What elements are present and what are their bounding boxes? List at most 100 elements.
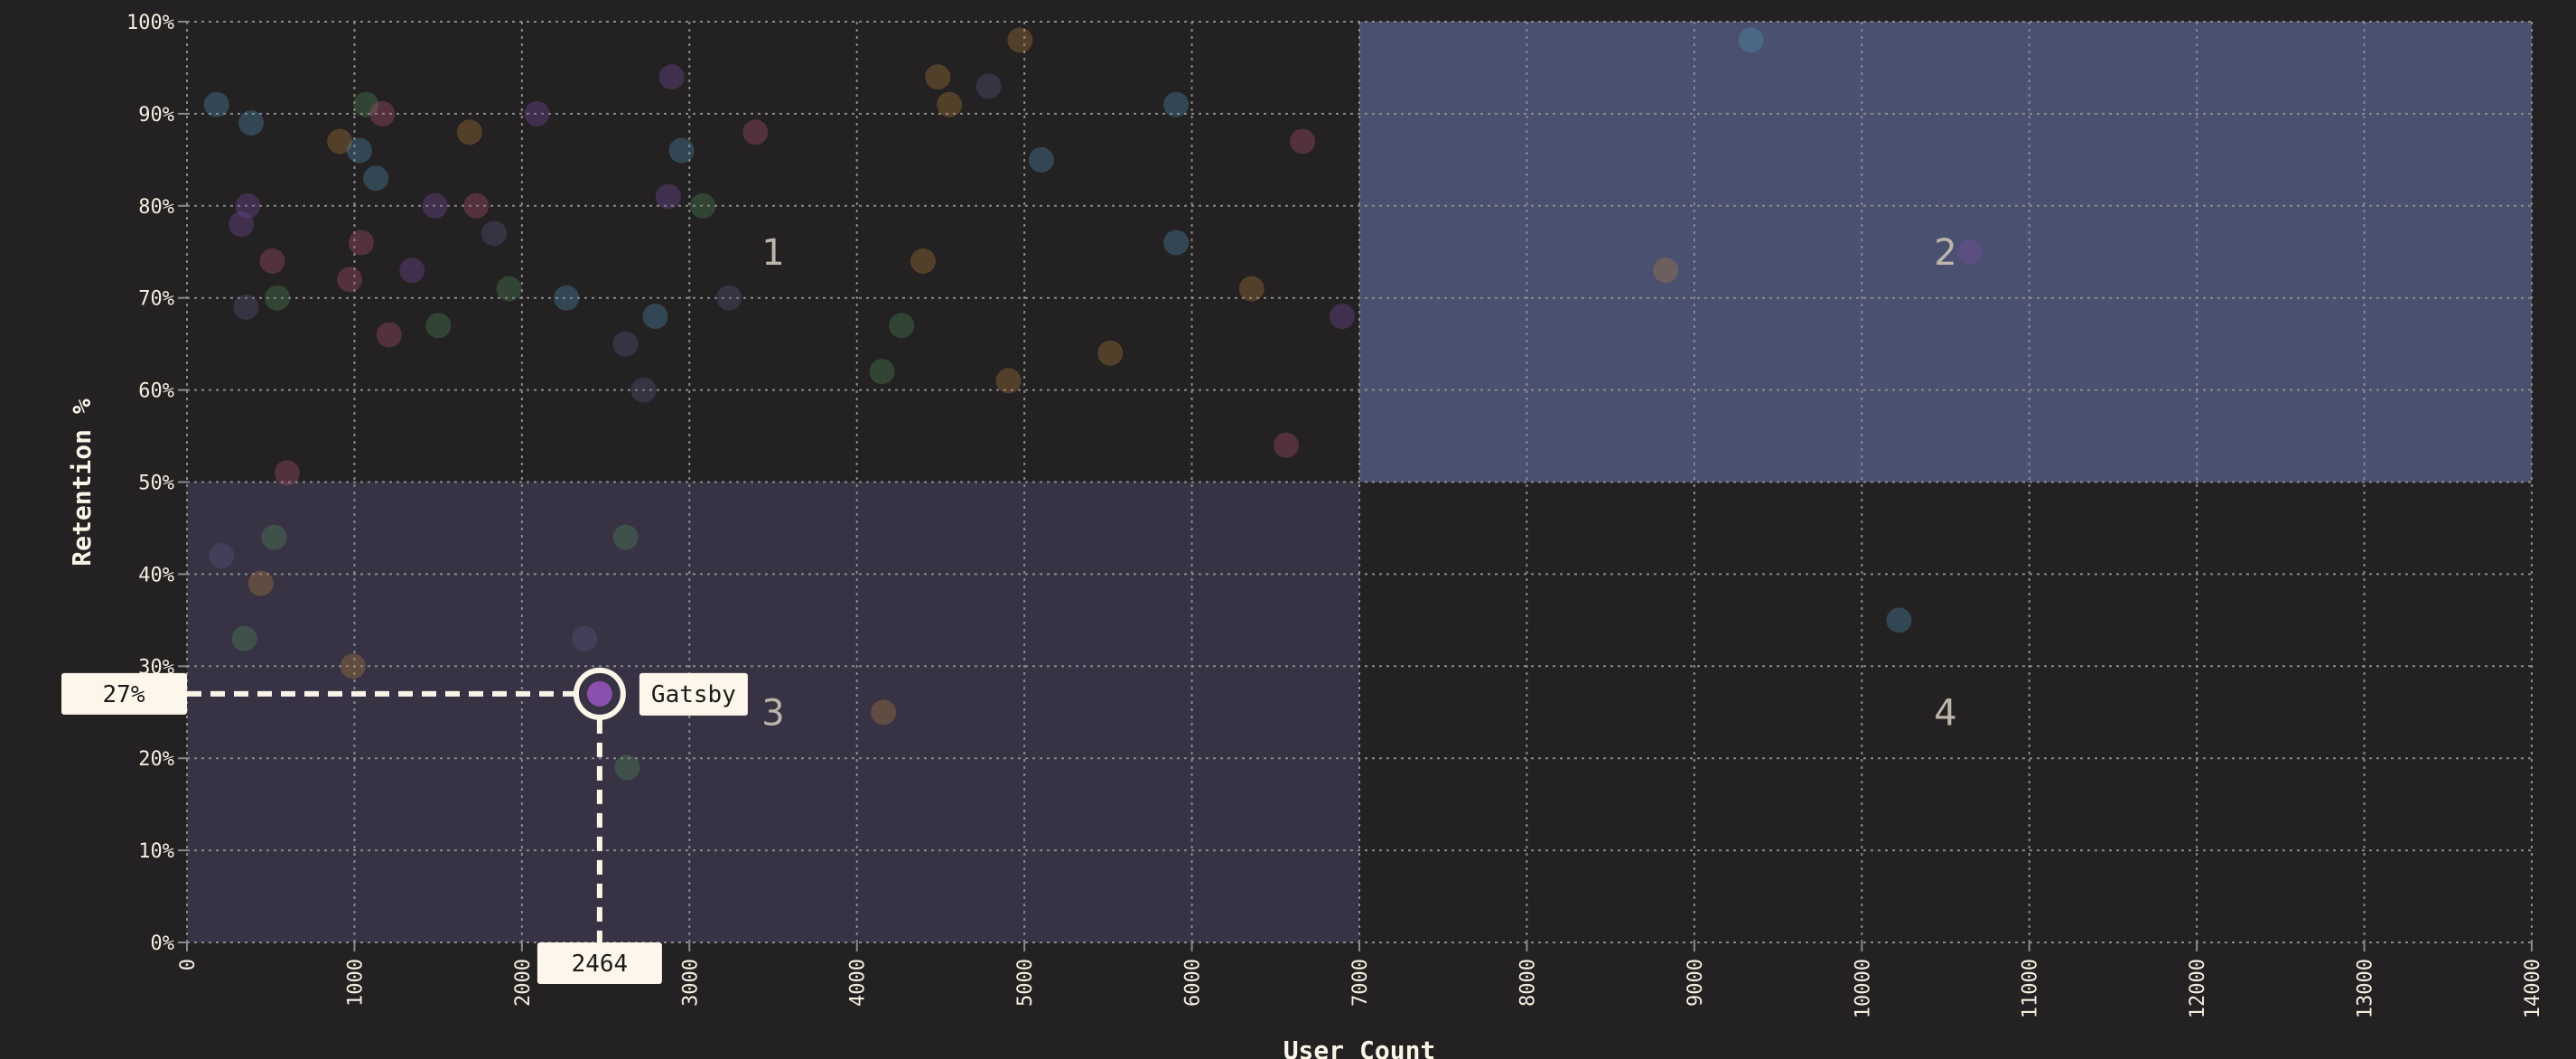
data-point [614,754,640,781]
data-point [247,570,274,596]
data-point [369,100,396,127]
x-tick-label: 10000 [1852,959,1874,1018]
x-tick-label: 12000 [2187,959,2209,1018]
data-point [463,192,490,219]
quadrant-backgrounds [187,22,2532,942]
data-point [496,276,522,302]
data-point [572,625,598,651]
x-tick-label: 13000 [2355,959,2377,1018]
data-point [231,625,257,651]
data-point [1290,128,1316,155]
data-point [871,699,897,726]
point-name-label: Gatsby [651,681,736,708]
data-point [363,165,389,192]
data-point [668,137,695,164]
x-tick-label: 3000 [679,959,702,1007]
y-tick-label: 20% [138,748,174,771]
data-point [1163,91,1190,117]
y-tick-label: 90% [138,104,174,127]
data-point [1028,146,1054,173]
y-axis-ticks: 0%10%20%30%40%50%60%70%80%90%100% [126,12,187,955]
data-point [376,322,402,348]
data-point [975,73,1002,99]
data-point [238,110,265,136]
data-point [353,91,379,117]
y-tick-label: 10% [138,840,174,863]
x-tick-label: 7000 [1349,959,1372,1007]
data-point [524,100,550,127]
y-tick-label: 80% [138,196,174,219]
quadrant-1 [187,22,1359,483]
y-value-label: 27% [103,681,145,708]
data-point [1886,607,1912,633]
y-tick-label: 50% [138,473,174,495]
x-tick-label: 5000 [1014,959,1037,1007]
data-point [869,359,895,385]
highlight-point [586,680,612,707]
data-point [209,543,235,569]
x-tick-label: 6000 [1182,959,1205,1007]
data-point [1097,340,1124,366]
point-name-box [639,672,748,716]
x-tick-label: 0 [177,959,200,970]
y-tick-label: 100% [126,12,174,34]
data-point [742,119,769,145]
data-point [655,183,681,210]
data-point [327,128,353,155]
data-point [1329,304,1355,330]
data-point [1163,230,1190,256]
x-tick-label: 8000 [1517,959,1539,1007]
quadrant-4 [1359,482,2532,942]
data-point [229,211,255,238]
x-tick-label: 9000 [1685,959,1707,1007]
data-point [937,91,963,117]
x-tick-label: 4000 [847,959,870,1007]
x-tick-label: 11000 [2020,959,2042,1018]
data-point [481,220,508,247]
data-point [1273,432,1299,458]
data-point [399,258,425,284]
x-tick-label: 1000 [344,959,367,1007]
data-point [425,313,452,339]
data-point [612,524,639,550]
data-point [235,192,261,219]
data-point [1653,258,1679,284]
data-point [612,331,639,357]
data-point [716,285,742,311]
quadrant-2 [1359,22,2532,483]
data-point [203,91,229,117]
x-tick-label: 14000 [2522,959,2544,1018]
data-point [233,294,259,320]
data-points [203,27,1983,781]
quadrant-label-4: 4 [1934,692,1956,734]
highlight-crosshair: 27% 2464 Gatsby [61,667,748,984]
y-axis-title: Retention % [67,398,97,567]
data-point [348,230,374,256]
quadrant-labels: 1 2 3 4 [761,232,1956,735]
y-tick-label: 40% [138,564,174,586]
y-value-box [61,672,187,715]
quadrant-label-1: 1 [761,232,784,274]
data-point [259,248,285,274]
data-point [925,64,951,90]
data-point [630,377,657,403]
data-point [422,192,448,219]
quadrant-label-2: 2 [1934,232,1956,274]
data-point [554,285,580,311]
x-tick-label: 2000 [512,959,535,1007]
data-point [261,524,287,550]
data-point [1738,27,1764,53]
data-point [910,248,936,274]
x-value-label: 2464 [572,951,629,978]
data-point [274,460,300,486]
x-axis-ticks: 0 1000 2000 3000 4000 5000 6000 7000 8000 9000 100… [177,942,2544,1018]
data-point [456,119,482,145]
data-point [995,368,1022,394]
data-point [889,313,915,339]
data-point [642,304,668,330]
y-tick-label: 60% [138,380,174,403]
data-point [1238,276,1265,302]
data-point [690,192,716,219]
x-value-box [537,942,662,984]
